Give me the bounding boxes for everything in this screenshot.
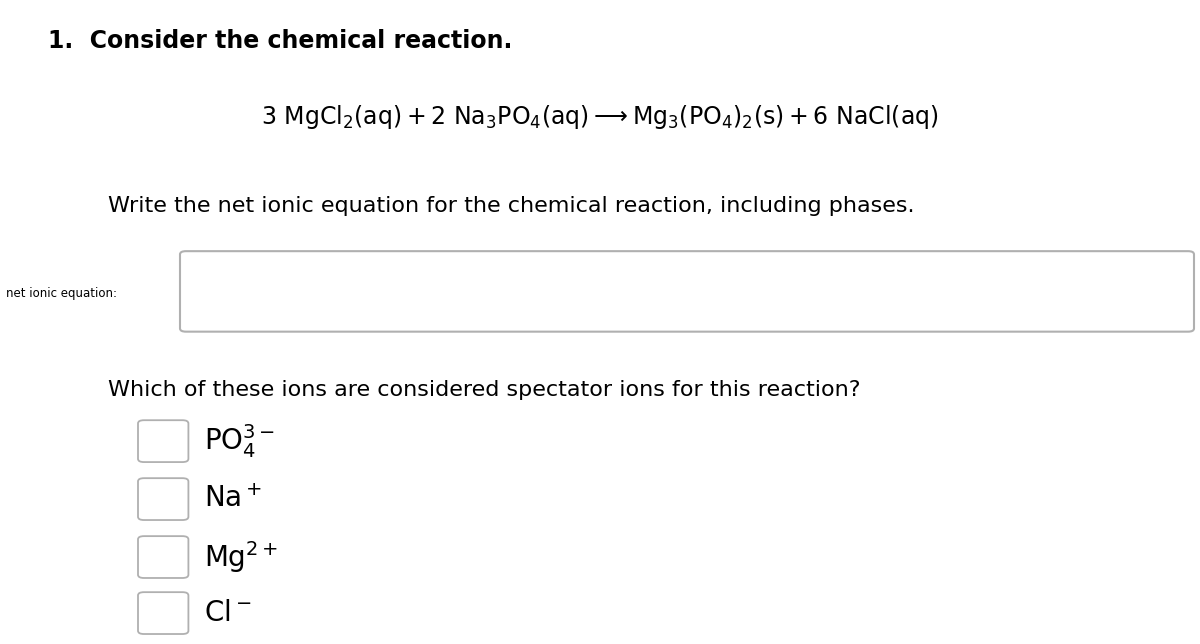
FancyBboxPatch shape	[138, 478, 188, 520]
FancyBboxPatch shape	[180, 251, 1194, 332]
Text: net ionic equation:: net ionic equation:	[6, 287, 118, 299]
FancyBboxPatch shape	[138, 592, 188, 634]
Text: $\mathrm{Mg^{2+}}$: $\mathrm{Mg^{2+}}$	[204, 539, 278, 575]
Text: Which of these ions are considered spectator ions for this reaction?: Which of these ions are considered spect…	[108, 380, 860, 400]
Text: $\mathrm{Cl^-}$: $\mathrm{Cl^-}$	[204, 599, 252, 627]
Text: Write the net ionic equation for the chemical reaction, including phases.: Write the net ionic equation for the che…	[108, 196, 914, 216]
FancyBboxPatch shape	[138, 421, 188, 462]
Text: $\mathrm{Na^+}$: $\mathrm{Na^+}$	[204, 485, 263, 513]
Text: $3\ \mathrm{MgCl_2(aq) + 2\ Na_3PO_4(aq) \longrightarrow Mg_3(PO_4)_2(s) + 6\ Na: $3\ \mathrm{MgCl_2(aq) + 2\ Na_3PO_4(aq)…	[262, 103, 938, 131]
Text: 1.  Consider the chemical reaction.: 1. Consider the chemical reaction.	[48, 29, 512, 53]
FancyBboxPatch shape	[138, 536, 188, 578]
Text: $\mathrm{PO_4^{3-}}$: $\mathrm{PO_4^{3-}}$	[204, 422, 275, 460]
